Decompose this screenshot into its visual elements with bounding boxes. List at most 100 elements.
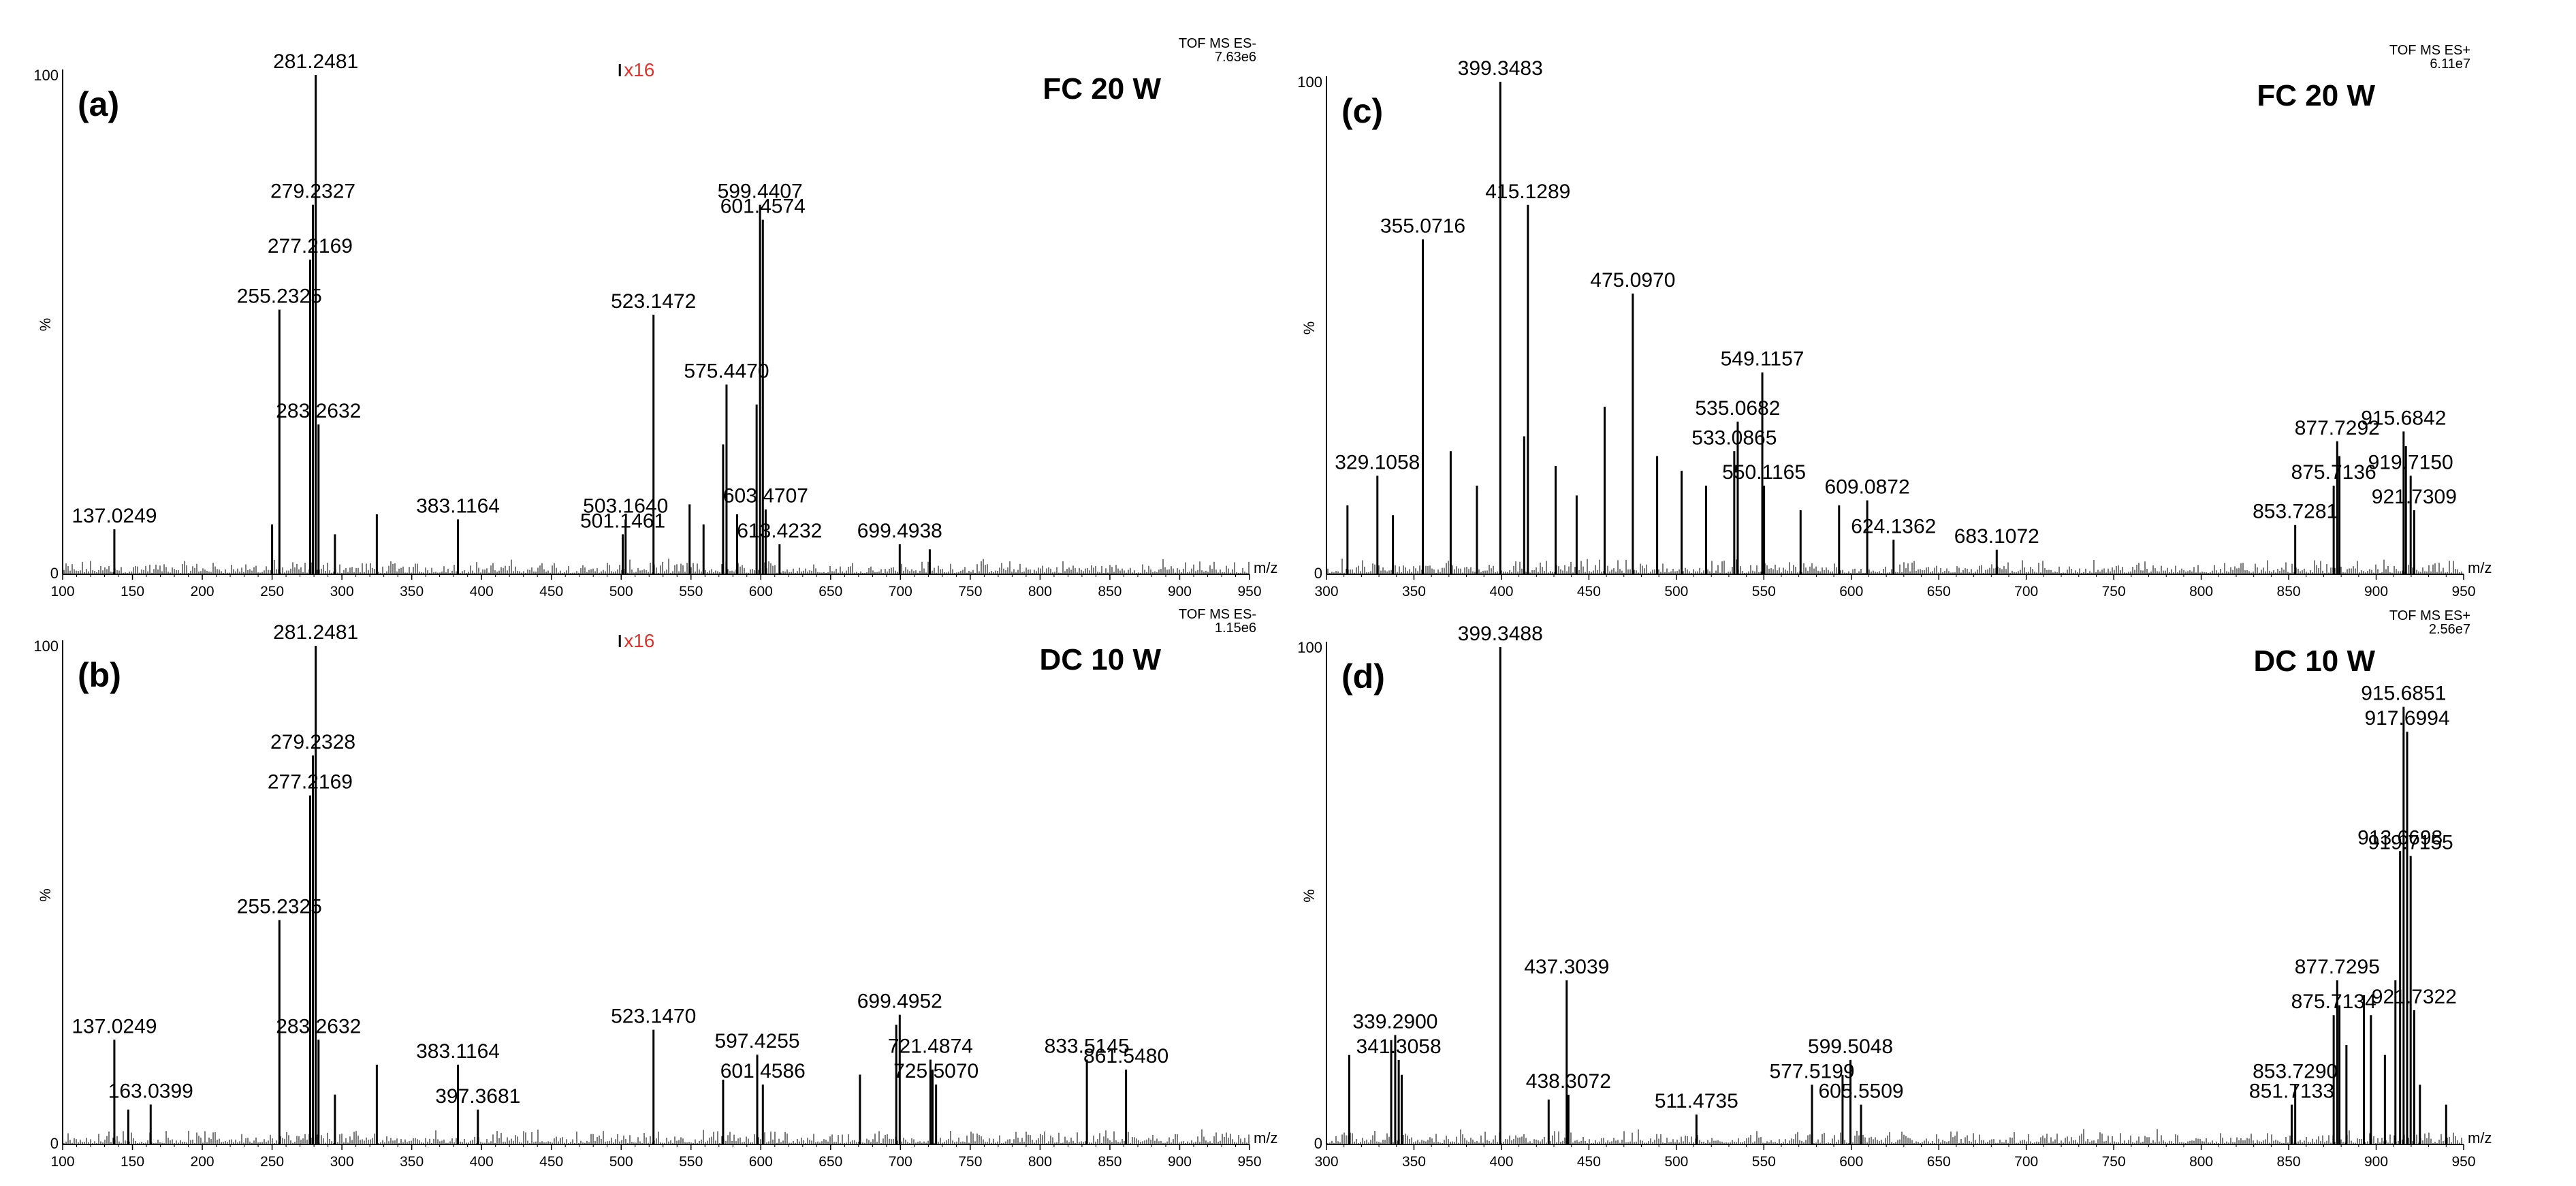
spectrum-panel-c: 100 0% 300 350 400 450 500 550 600 650 700 750 800 85… xyxy=(1297,43,2492,599)
x-tick-label: 950 xyxy=(2451,1154,2475,1170)
peak-label: 699.4952 xyxy=(857,990,942,1013)
baseline-noise xyxy=(63,1129,1250,1144)
x-tick-label: 250 xyxy=(260,1154,284,1170)
x-tick-label: 750 xyxy=(958,1154,982,1170)
peak-label: 511.4735 xyxy=(1655,1090,1738,1112)
x-tick-label: 950 xyxy=(1237,1154,1261,1170)
peak-label: 599.5048 xyxy=(1808,1035,1893,1058)
peak-label: 609.0872 xyxy=(1825,476,1910,499)
x-tick-label: 550 xyxy=(1752,584,1776,599)
y-min-label: 0 xyxy=(50,1135,59,1152)
peak-label: 915.6851 xyxy=(2361,683,2446,705)
peak-label: 919.7155 xyxy=(2368,832,2453,854)
x-axis-label: m/z xyxy=(1254,559,1277,576)
x-tick-label: 800 xyxy=(2189,584,2213,599)
peak-label: 613.4232 xyxy=(737,520,822,542)
instrument-label: TOF MS ES- xyxy=(1179,607,1256,622)
x-tick-label: 900 xyxy=(1168,584,1192,599)
peak-label: 281.2481 xyxy=(273,50,358,73)
peak-label: 438.3072 xyxy=(1526,1070,1611,1093)
x-tick-label: 250 xyxy=(260,584,284,599)
x-tick-label: 900 xyxy=(2364,1154,2388,1170)
x-tick-label: 350 xyxy=(400,584,424,599)
x-tick-label: 550 xyxy=(679,1154,703,1170)
peak-label: 599.4407 xyxy=(718,181,803,203)
y-axis-label: % xyxy=(1301,889,1318,903)
panel-letter: (c) xyxy=(1341,92,1383,130)
peak-label: 255.2325 xyxy=(237,285,322,308)
x-tick-label: 450 xyxy=(1577,1154,1601,1170)
x-tick-label: 650 xyxy=(1927,1154,1951,1170)
panel-letter: (a) xyxy=(78,85,119,123)
peak-label: 279.2327 xyxy=(270,181,355,203)
peak-label: 875.7134 xyxy=(2291,990,2376,1013)
y-max-label: 100 xyxy=(1297,639,1322,656)
panel-title: FC 20 W xyxy=(1043,72,1161,106)
spectrum-panel-a: 100 0% 100 150 200 250 300 350 400 450 500 550 600 65… xyxy=(33,36,1277,599)
y-axis-label: % xyxy=(37,888,54,902)
peak-label: 915.6842 xyxy=(2361,407,2446,429)
peak-label: 577.5199 xyxy=(1769,1060,1854,1082)
x-tick-label: 600 xyxy=(1839,1154,1863,1170)
intensity-label: 2.56e7 xyxy=(2429,622,2470,637)
x-tick-label: 150 xyxy=(121,584,144,599)
peak-label: 437.3039 xyxy=(1524,956,1609,978)
x-axis-label: m/z xyxy=(2468,1129,2492,1146)
x-tick-label: 500 xyxy=(609,1154,633,1170)
y-min-label: 0 xyxy=(1314,565,1322,582)
instrument-label: TOF MS ES- xyxy=(1179,36,1256,51)
x-tick-label: 550 xyxy=(679,584,703,599)
peak-label: 725.5070 xyxy=(893,1060,979,1082)
y-max-label: 100 xyxy=(33,638,59,655)
x-axis-label: m/z xyxy=(1254,1129,1277,1146)
peak-label: 913.6698 xyxy=(2357,826,2443,849)
peak-label: 550.1165 xyxy=(1722,461,1806,484)
spectrum-panel-d: 100 0% 300 350 400 450 500 550 600 650 700 750 800 85… xyxy=(1297,608,2492,1170)
x-tick-label: 450 xyxy=(539,584,563,599)
x-tick-label: 100 xyxy=(50,584,74,599)
peak-label: 503.1640 xyxy=(583,495,668,517)
intensity-label: 7.63e6 xyxy=(1215,50,1256,65)
baseline-noise xyxy=(63,558,1250,574)
peak-label: 877.7295 xyxy=(2295,956,2380,978)
x-tick-label: 950 xyxy=(2451,584,2475,599)
peak-label: 605.5509 xyxy=(1818,1080,1903,1103)
x-tick-label: 150 xyxy=(121,1154,144,1170)
x-tick-label: 650 xyxy=(1927,584,1951,599)
peak-label: 853.7290 xyxy=(2253,1060,2338,1082)
x-tick-label: 950 xyxy=(1237,584,1261,599)
x-tick-label: 300 xyxy=(330,1154,354,1170)
peak-label: 833.5145 xyxy=(1045,1035,1130,1058)
intensity-label: 1.15e6 xyxy=(1215,621,1256,636)
y-max-label: 100 xyxy=(33,67,59,84)
peak-label: 523.1470 xyxy=(611,1005,696,1028)
x-tick-label: 700 xyxy=(889,1154,912,1170)
peak-label: 341.3058 xyxy=(1356,1035,1442,1058)
x-tick-label: 850 xyxy=(1098,1154,1122,1170)
peak-label: 575.4470 xyxy=(684,360,769,382)
panel-letter: (d) xyxy=(1341,657,1385,696)
x-tick-label: 600 xyxy=(749,584,773,599)
intensity-label: 6.11e7 xyxy=(2430,57,2470,72)
y-min-label: 0 xyxy=(50,565,59,582)
baseline-noise xyxy=(1327,1129,2462,1144)
x-tick-label: 750 xyxy=(958,584,982,599)
instrument-label: TOF MS ES+ xyxy=(2389,608,2470,623)
x-tick-label: 750 xyxy=(2102,584,2126,599)
x-tick-label: 500 xyxy=(1664,1154,1688,1170)
peak-label: 399.3488 xyxy=(1458,623,1543,645)
peak-label: 603.4707 xyxy=(723,485,808,508)
peak-label: 549.1157 xyxy=(1721,348,1804,371)
peak-label: 721.4874 xyxy=(888,1035,973,1058)
peak-label: 383.1164 xyxy=(416,1040,500,1063)
x-tick-label: 600 xyxy=(1839,584,1863,599)
instrument-label: TOF MS ES+ xyxy=(2389,43,2470,58)
peak-label: 277.2169 xyxy=(268,235,353,258)
peak-label: 917.6994 xyxy=(2364,707,2449,730)
panel-title: DC 10 W xyxy=(2254,644,2376,678)
peak-label: 399.3483 xyxy=(1458,57,1543,80)
x-tick-label: 850 xyxy=(1098,584,1122,599)
peak-label: 475.0970 xyxy=(1590,269,1675,292)
x-tick-label: 450 xyxy=(539,1154,563,1170)
